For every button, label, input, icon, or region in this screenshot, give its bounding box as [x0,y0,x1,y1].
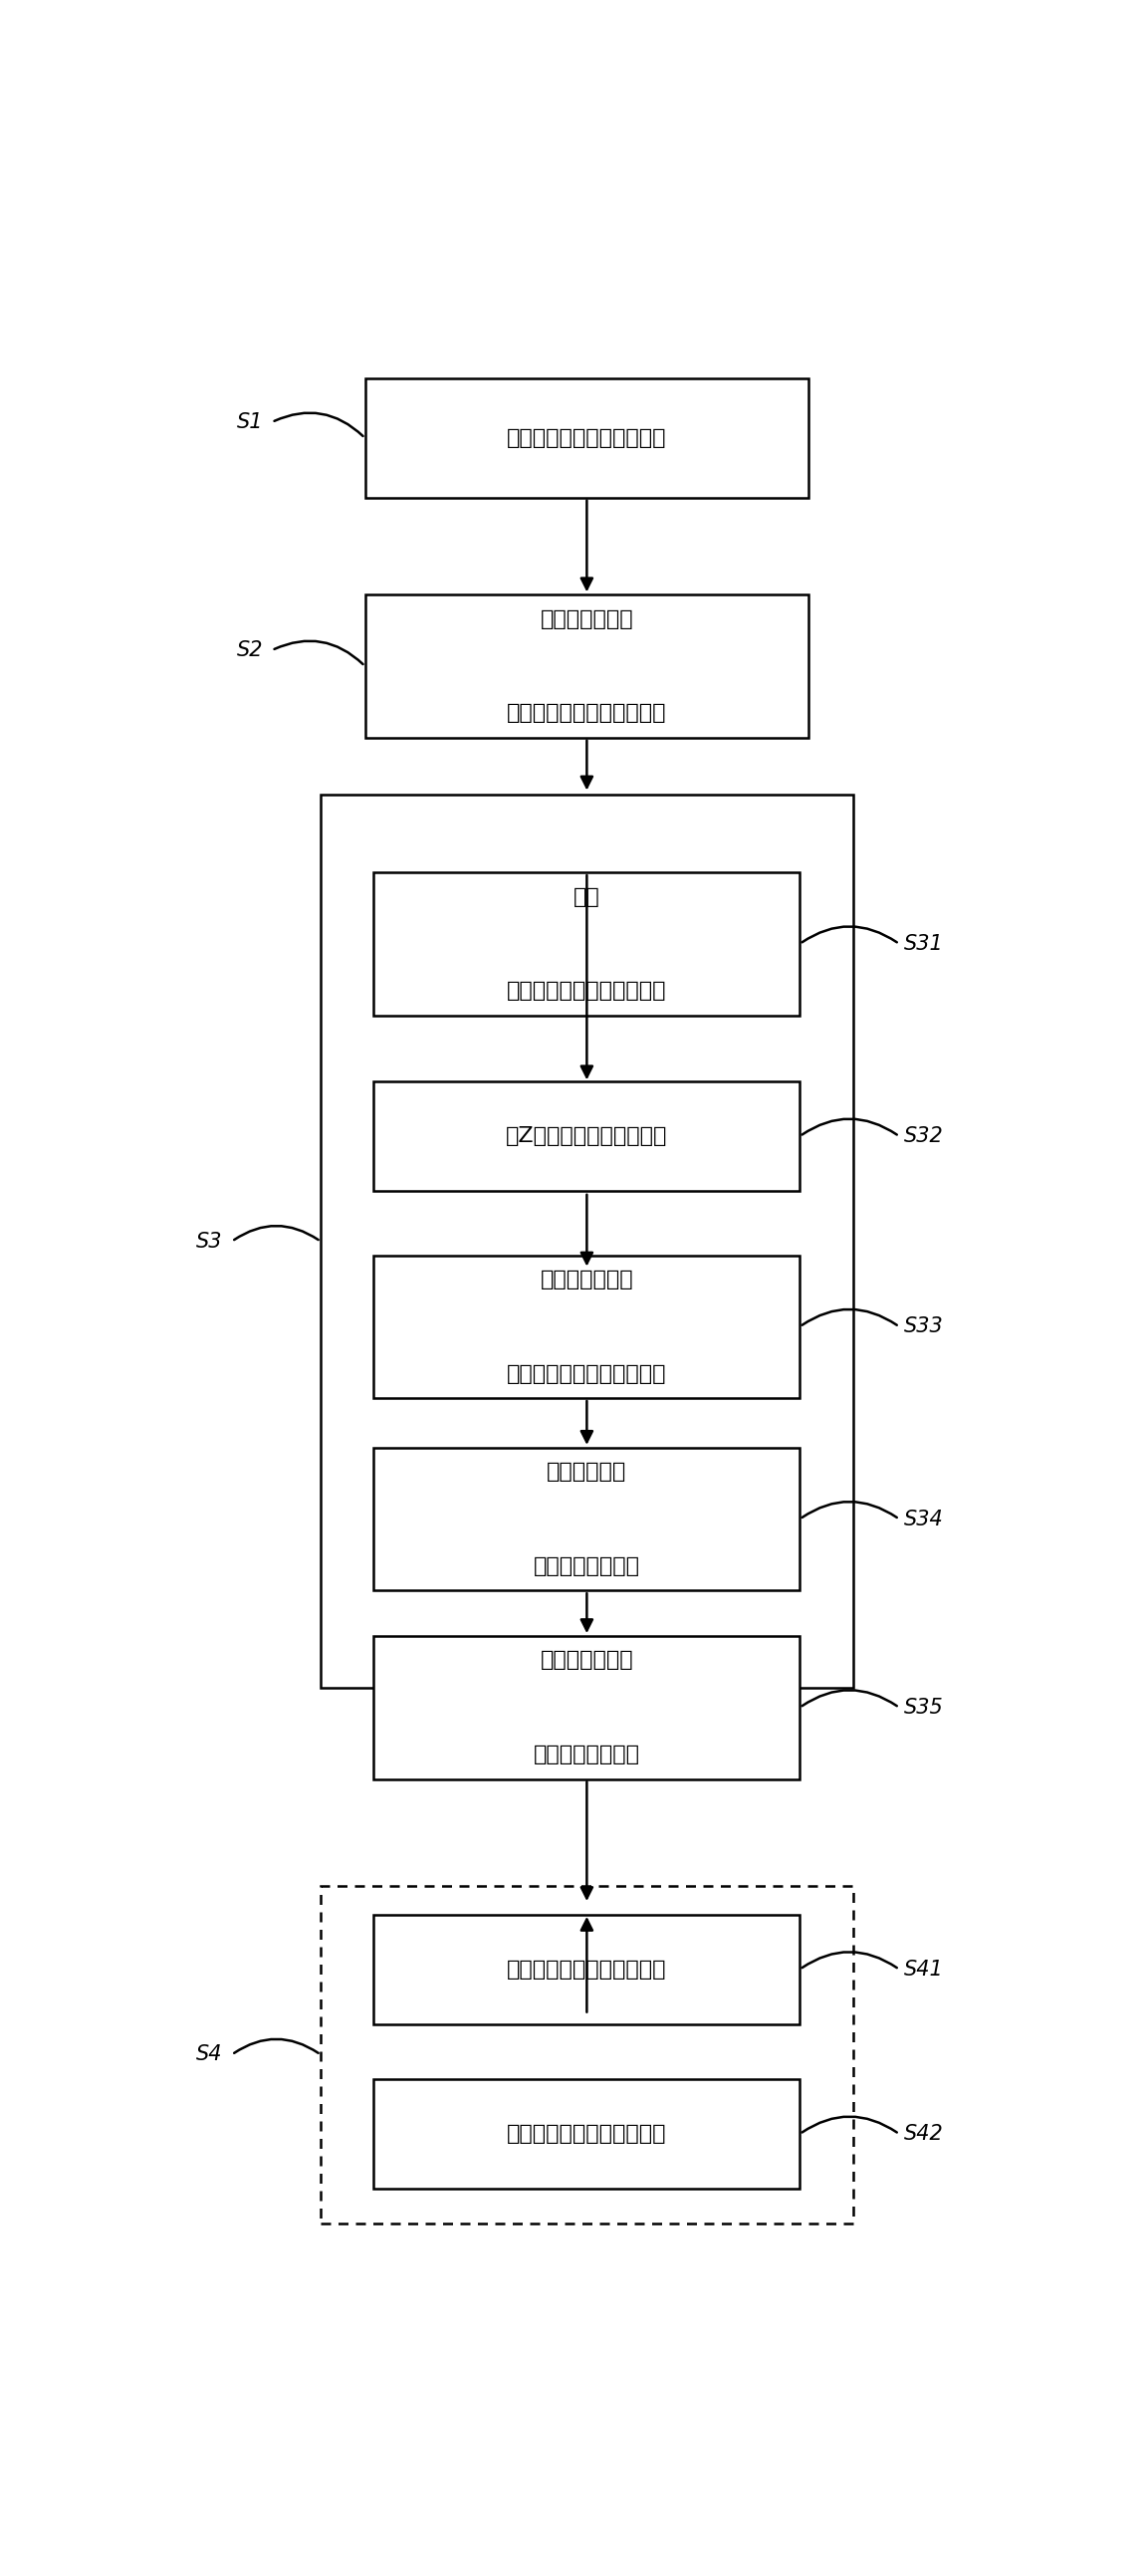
Bar [373,873,800,1015]
Text: S41: S41 [905,1960,943,1978]
Bar [373,1448,800,1589]
Text: 校正: 校正 [574,886,600,907]
Text: S35: S35 [905,1698,943,1718]
Bar [373,1636,800,1780]
Text: S4: S4 [197,2045,223,2063]
Text: S31: S31 [905,935,943,953]
Text: S1: S1 [236,412,263,433]
Text: 将Z轴数据转换为厚度数据: 将Z轴数据转换为厚度数据 [506,1126,668,1146]
Bar [373,1082,800,1190]
Bar [365,595,808,737]
Bar [321,1886,853,2223]
Text: S33: S33 [905,1316,943,1337]
Text: 生成平滑的实体: 生成平滑的实体 [540,1651,633,1669]
Bar [373,1914,800,2025]
Text: S32: S32 [905,1126,943,1146]
Text: 有序的三维点云: 有序的三维点云 [540,608,633,629]
Text: 扫描并采集胶体的距离数据: 扫描并采集胶体的距离数据 [507,428,666,448]
Bar [321,796,853,1687]
Text: S3: S3 [197,1231,223,1252]
Bar [373,1255,800,1399]
Text: 三维网格数据: 三维网格数据 [547,1463,626,1481]
Text: 换为点云热力图: 换为点云热力图 [540,1270,633,1291]
Text: 将三维点云通过伪彩映射转: 将三维点云通过伪彩映射转 [507,1363,666,1383]
Text: S42: S42 [905,2125,943,2143]
Bar [373,2079,800,2190]
Text: S34: S34 [905,1510,943,1530]
Text: 运用线性插值对无效点进行: 运用线性插值对无效点进行 [507,981,666,1002]
Text: 选取并获取实体的剖面曲线: 选取并获取实体的剖面曲线 [507,1960,666,1978]
Text: 将三维点云转换为: 将三维点云转换为 [534,1556,640,1577]
Bar [365,379,808,497]
Text: 将采集到的距离数据转换为: 将采集到的距离数据转换为 [507,703,666,724]
Text: 选取并获取实体的厚度数据: 选取并获取实体的厚度数据 [507,2125,666,2143]
Text: 平滑三维网格数据: 平滑三维网格数据 [534,1744,640,1765]
Text: S2: S2 [236,641,263,659]
